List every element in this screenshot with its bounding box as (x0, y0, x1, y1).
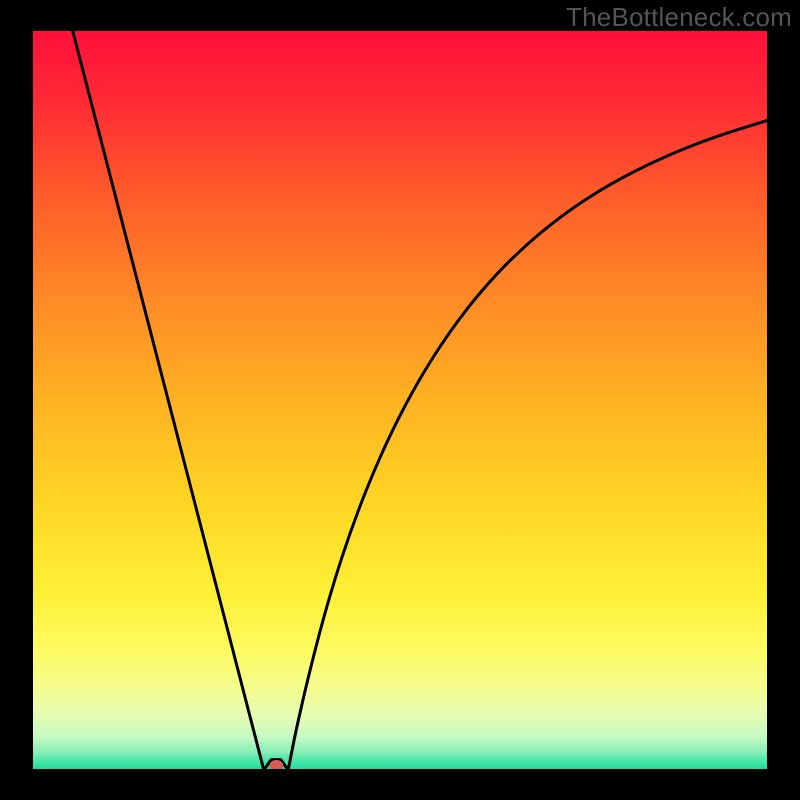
chart-svg (0, 0, 800, 800)
watermark-text: TheBottleneck.com (566, 2, 792, 33)
plot-background (32, 30, 768, 770)
chart-stage: TheBottleneck.com (0, 0, 800, 800)
